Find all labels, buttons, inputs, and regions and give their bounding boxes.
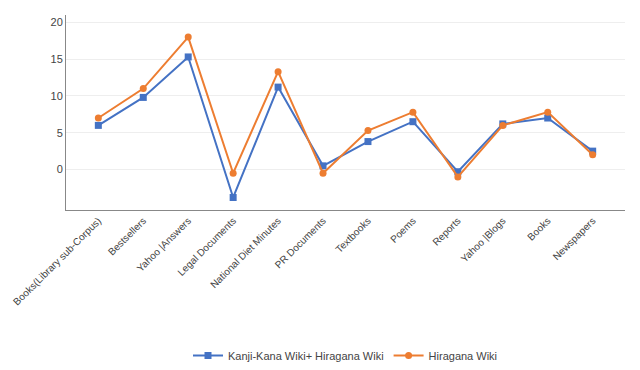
svg-text:Yahoo |Blogs: Yahoo |Blogs (459, 215, 508, 264)
svg-text:Bestsellers: Bestsellers (106, 215, 148, 257)
svg-text:Reports: Reports (430, 215, 463, 248)
svg-text:Textbooks: Textbooks (333, 215, 373, 255)
svg-text:Yahoo |Answers: Yahoo |Answers (135, 215, 194, 274)
svg-text:Poems: Poems (388, 215, 418, 245)
svg-text:5: 5 (57, 127, 63, 139)
svg-text:Newspapers: Newspapers (551, 215, 598, 262)
svg-text:Hiragana Wiki: Hiragana Wiki (429, 350, 497, 362)
svg-text:0: 0 (57, 163, 63, 175)
svg-text:National Diet Minutes: National Diet Minutes (208, 215, 283, 290)
svg-text:Legal Documents: Legal Documents (175, 215, 238, 278)
svg-text:Books: Books (525, 215, 552, 242)
svg-text:Books(Library sub-Corpus): Books(Library sub-Corpus) (11, 215, 103, 307)
svg-text:PR Documents: PR Documents (273, 215, 328, 270)
svg-text:10: 10 (51, 90, 63, 102)
svg-text:Kanji-Kana Wiki+ Hiragana Wiki: Kanji-Kana Wiki+ Hiragana Wiki (228, 350, 384, 362)
svg-text:20: 20 (51, 16, 63, 28)
svg-text:15: 15 (51, 53, 63, 65)
